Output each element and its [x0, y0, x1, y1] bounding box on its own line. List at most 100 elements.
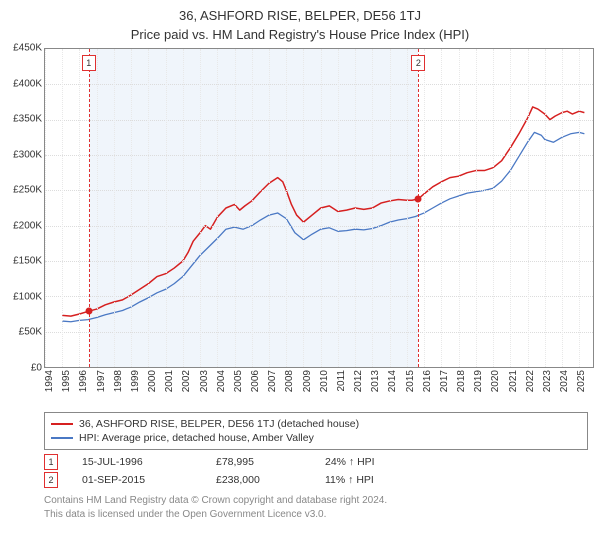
x-tick-label: 2021 — [508, 370, 519, 392]
attribution-line1: Contains HM Land Registry data © Crown c… — [44, 494, 588, 508]
gridline-v — [321, 49, 322, 367]
gridline-v — [269, 49, 270, 367]
x-tick-label: 2022 — [525, 370, 536, 392]
x-tick-label: 2020 — [490, 370, 501, 392]
series-line — [62, 107, 584, 316]
gridline-v — [372, 49, 373, 367]
x-tick-label: 2000 — [147, 370, 158, 392]
gridline-v — [528, 49, 529, 367]
y-axis: £0£50K£100K£150K£200K£250K£300K£350K£400… — [6, 48, 44, 368]
x-tick-label: 2009 — [302, 370, 313, 392]
gridline-v — [183, 49, 184, 367]
sale-row-marker: 2 — [44, 472, 58, 488]
sale-row: 1 15-JUL-1996 £78,995 24% ↑ HPI — [44, 454, 588, 470]
sale-marker-badge: 2 — [411, 55, 425, 71]
plot-area: 12 — [44, 48, 594, 368]
x-axis: 1994199519961997199819992000200120022003… — [44, 368, 590, 406]
gridline-v — [131, 49, 132, 367]
gridline-v — [62, 49, 63, 367]
gridline-v — [97, 49, 98, 367]
x-tick-label: 1994 — [44, 370, 55, 392]
x-tick-label: 2019 — [473, 370, 484, 392]
gridline-v — [252, 49, 253, 367]
gridline-v — [338, 49, 339, 367]
y-tick-label: £450K — [13, 43, 42, 54]
x-tick-label: 2008 — [284, 370, 295, 392]
chart-title-address: 36, ASHFORD RISE, BELPER, DE56 1TJ — [6, 8, 594, 23]
gridline-v — [355, 49, 356, 367]
x-tick-label: 2012 — [353, 370, 364, 392]
y-tick-label: £200K — [13, 220, 42, 231]
gridline-v — [562, 49, 563, 367]
chart-subtitle: Price paid vs. HM Land Registry's House … — [6, 27, 594, 42]
sale-date: 15-JUL-1996 — [82, 456, 192, 468]
y-tick-label: £100K — [13, 291, 42, 302]
x-tick-label: 2018 — [456, 370, 467, 392]
x-tick-label: 2016 — [422, 370, 433, 392]
x-tick-label: 2006 — [250, 370, 261, 392]
x-tick-label: 2024 — [559, 370, 570, 392]
legend: 36, ASHFORD RISE, BELPER, DE56 1TJ (deta… — [44, 412, 588, 450]
gridline-v — [303, 49, 304, 367]
x-tick-label: 2011 — [336, 370, 347, 392]
x-tick-label: 1999 — [130, 370, 141, 392]
gridline-v — [407, 49, 408, 367]
sale-marker-point — [415, 195, 422, 202]
y-tick-label: £350K — [13, 114, 42, 125]
y-tick-label: £300K — [13, 149, 42, 160]
sale-delta-vs-hpi: 24% ↑ HPI — [325, 456, 375, 468]
sale-marker-point — [85, 308, 92, 315]
gridline-v — [148, 49, 149, 367]
gridline-v — [114, 49, 115, 367]
sale-row-marker: 1 — [44, 454, 58, 470]
gridline-v — [200, 49, 201, 367]
x-tick-label: 2001 — [164, 370, 175, 392]
sale-marker-line — [418, 49, 419, 367]
y-tick-label: £150K — [13, 256, 42, 267]
gridline-v — [286, 49, 287, 367]
gridline-v — [79, 49, 80, 367]
gridline-v — [166, 49, 167, 367]
series-line — [62, 132, 584, 321]
sale-price: £78,995 — [216, 456, 301, 468]
x-tick-label: 2003 — [199, 370, 210, 392]
gridline-v — [45, 49, 46, 367]
x-tick-label: 2014 — [387, 370, 398, 392]
x-tick-label: 2002 — [181, 370, 192, 392]
sale-marker-badge: 1 — [82, 55, 96, 71]
legend-swatch — [51, 423, 73, 425]
gridline-v — [493, 49, 494, 367]
x-tick-label: 1995 — [61, 370, 72, 392]
x-tick-label: 1996 — [78, 370, 89, 392]
gridline-v — [545, 49, 546, 367]
sale-delta-vs-hpi: 11% ↑ HPI — [325, 474, 374, 486]
sale-date: 01-SEP-2015 — [82, 474, 192, 486]
sale-row: 2 01-SEP-2015 £238,000 11% ↑ HPI — [44, 472, 588, 488]
sale-price: £238,000 — [216, 474, 301, 486]
gridline-v — [579, 49, 580, 367]
gridline-v — [441, 49, 442, 367]
x-tick-label: 2015 — [405, 370, 416, 392]
sales-table: 1 15-JUL-1996 £78,995 24% ↑ HPI 2 01-SEP-2015… — [6, 454, 594, 488]
legend-row: HPI: Average price, detached house, Ambe… — [51, 431, 581, 445]
legend-swatch — [51, 437, 73, 439]
gridline-v — [217, 49, 218, 367]
gridline-v — [424, 49, 425, 367]
attribution: Contains HM Land Registry data © Crown c… — [44, 494, 588, 521]
gridline-v — [459, 49, 460, 367]
x-tick-label: 1997 — [96, 370, 107, 392]
sale-marker-line — [89, 49, 90, 367]
gridline-v — [476, 49, 477, 367]
x-tick-label: 2013 — [370, 370, 381, 392]
x-tick-label: 2007 — [267, 370, 278, 392]
y-tick-label: £250K — [13, 185, 42, 196]
gridline-v — [235, 49, 236, 367]
x-tick-label: 2004 — [216, 370, 227, 392]
x-tick-label: 2023 — [542, 370, 553, 392]
legend-label: HPI: Average price, detached house, Ambe… — [79, 432, 314, 444]
plot-row: £0£50K£100K£150K£200K£250K£300K£350K£400… — [6, 48, 594, 368]
attribution-line2: This data is licensed under the Open Gov… — [44, 508, 588, 522]
x-tick-label: 2010 — [319, 370, 330, 392]
legend-label: 36, ASHFORD RISE, BELPER, DE56 1TJ (deta… — [79, 418, 359, 430]
y-tick-label: £400K — [13, 78, 42, 89]
